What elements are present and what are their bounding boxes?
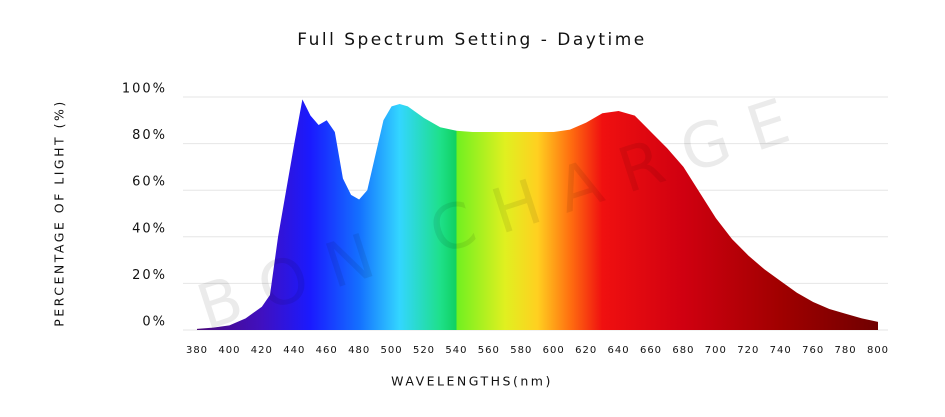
x-tick-label: 720 [737, 345, 759, 356]
y-tick-label: 60% [132, 175, 167, 190]
x-tick-label: 800 [867, 345, 889, 356]
x-tick-label: 500 [381, 345, 403, 356]
x-tick-label: 580 [510, 345, 532, 356]
x-tick-label: 680 [672, 345, 694, 356]
x-tick-label: 540 [445, 345, 467, 356]
x-tick-label: 400 [218, 345, 240, 356]
x-tick-label: 760 [802, 345, 824, 356]
y-axis-label: PERCENTAGE OF LIGHT (%) [52, 99, 67, 327]
chart-title: Full Spectrum Setting - Daytime [297, 30, 647, 50]
x-tick-label: 620 [575, 345, 597, 356]
x-tick-label: 380 [186, 345, 208, 356]
x-tick-label: 440 [283, 345, 305, 356]
x-tick-label: 460 [316, 345, 338, 356]
y-tick-label: 0% [142, 315, 167, 330]
y-tick-label: 80% [132, 128, 167, 143]
spectrum-area [197, 99, 878, 330]
x-tick-label: 640 [608, 345, 630, 356]
x-tick-label: 480 [348, 345, 370, 356]
y-tick-label: 100% [122, 82, 167, 97]
y-tick-label: 20% [132, 268, 167, 283]
x-tick-label: 660 [640, 345, 662, 356]
x-tick-label: 600 [543, 345, 565, 356]
x-tick-label: 560 [478, 345, 500, 356]
y-tick-label: 40% [132, 221, 167, 236]
x-tick-label: 420 [251, 345, 273, 356]
x-axis-label: WAVELENGTHS(nm) [391, 374, 553, 389]
x-tick-label: 700 [705, 345, 727, 356]
x-tick-label: 520 [413, 345, 435, 356]
x-tick-label: 780 [835, 345, 857, 356]
x-tick-label: 740 [770, 345, 792, 356]
